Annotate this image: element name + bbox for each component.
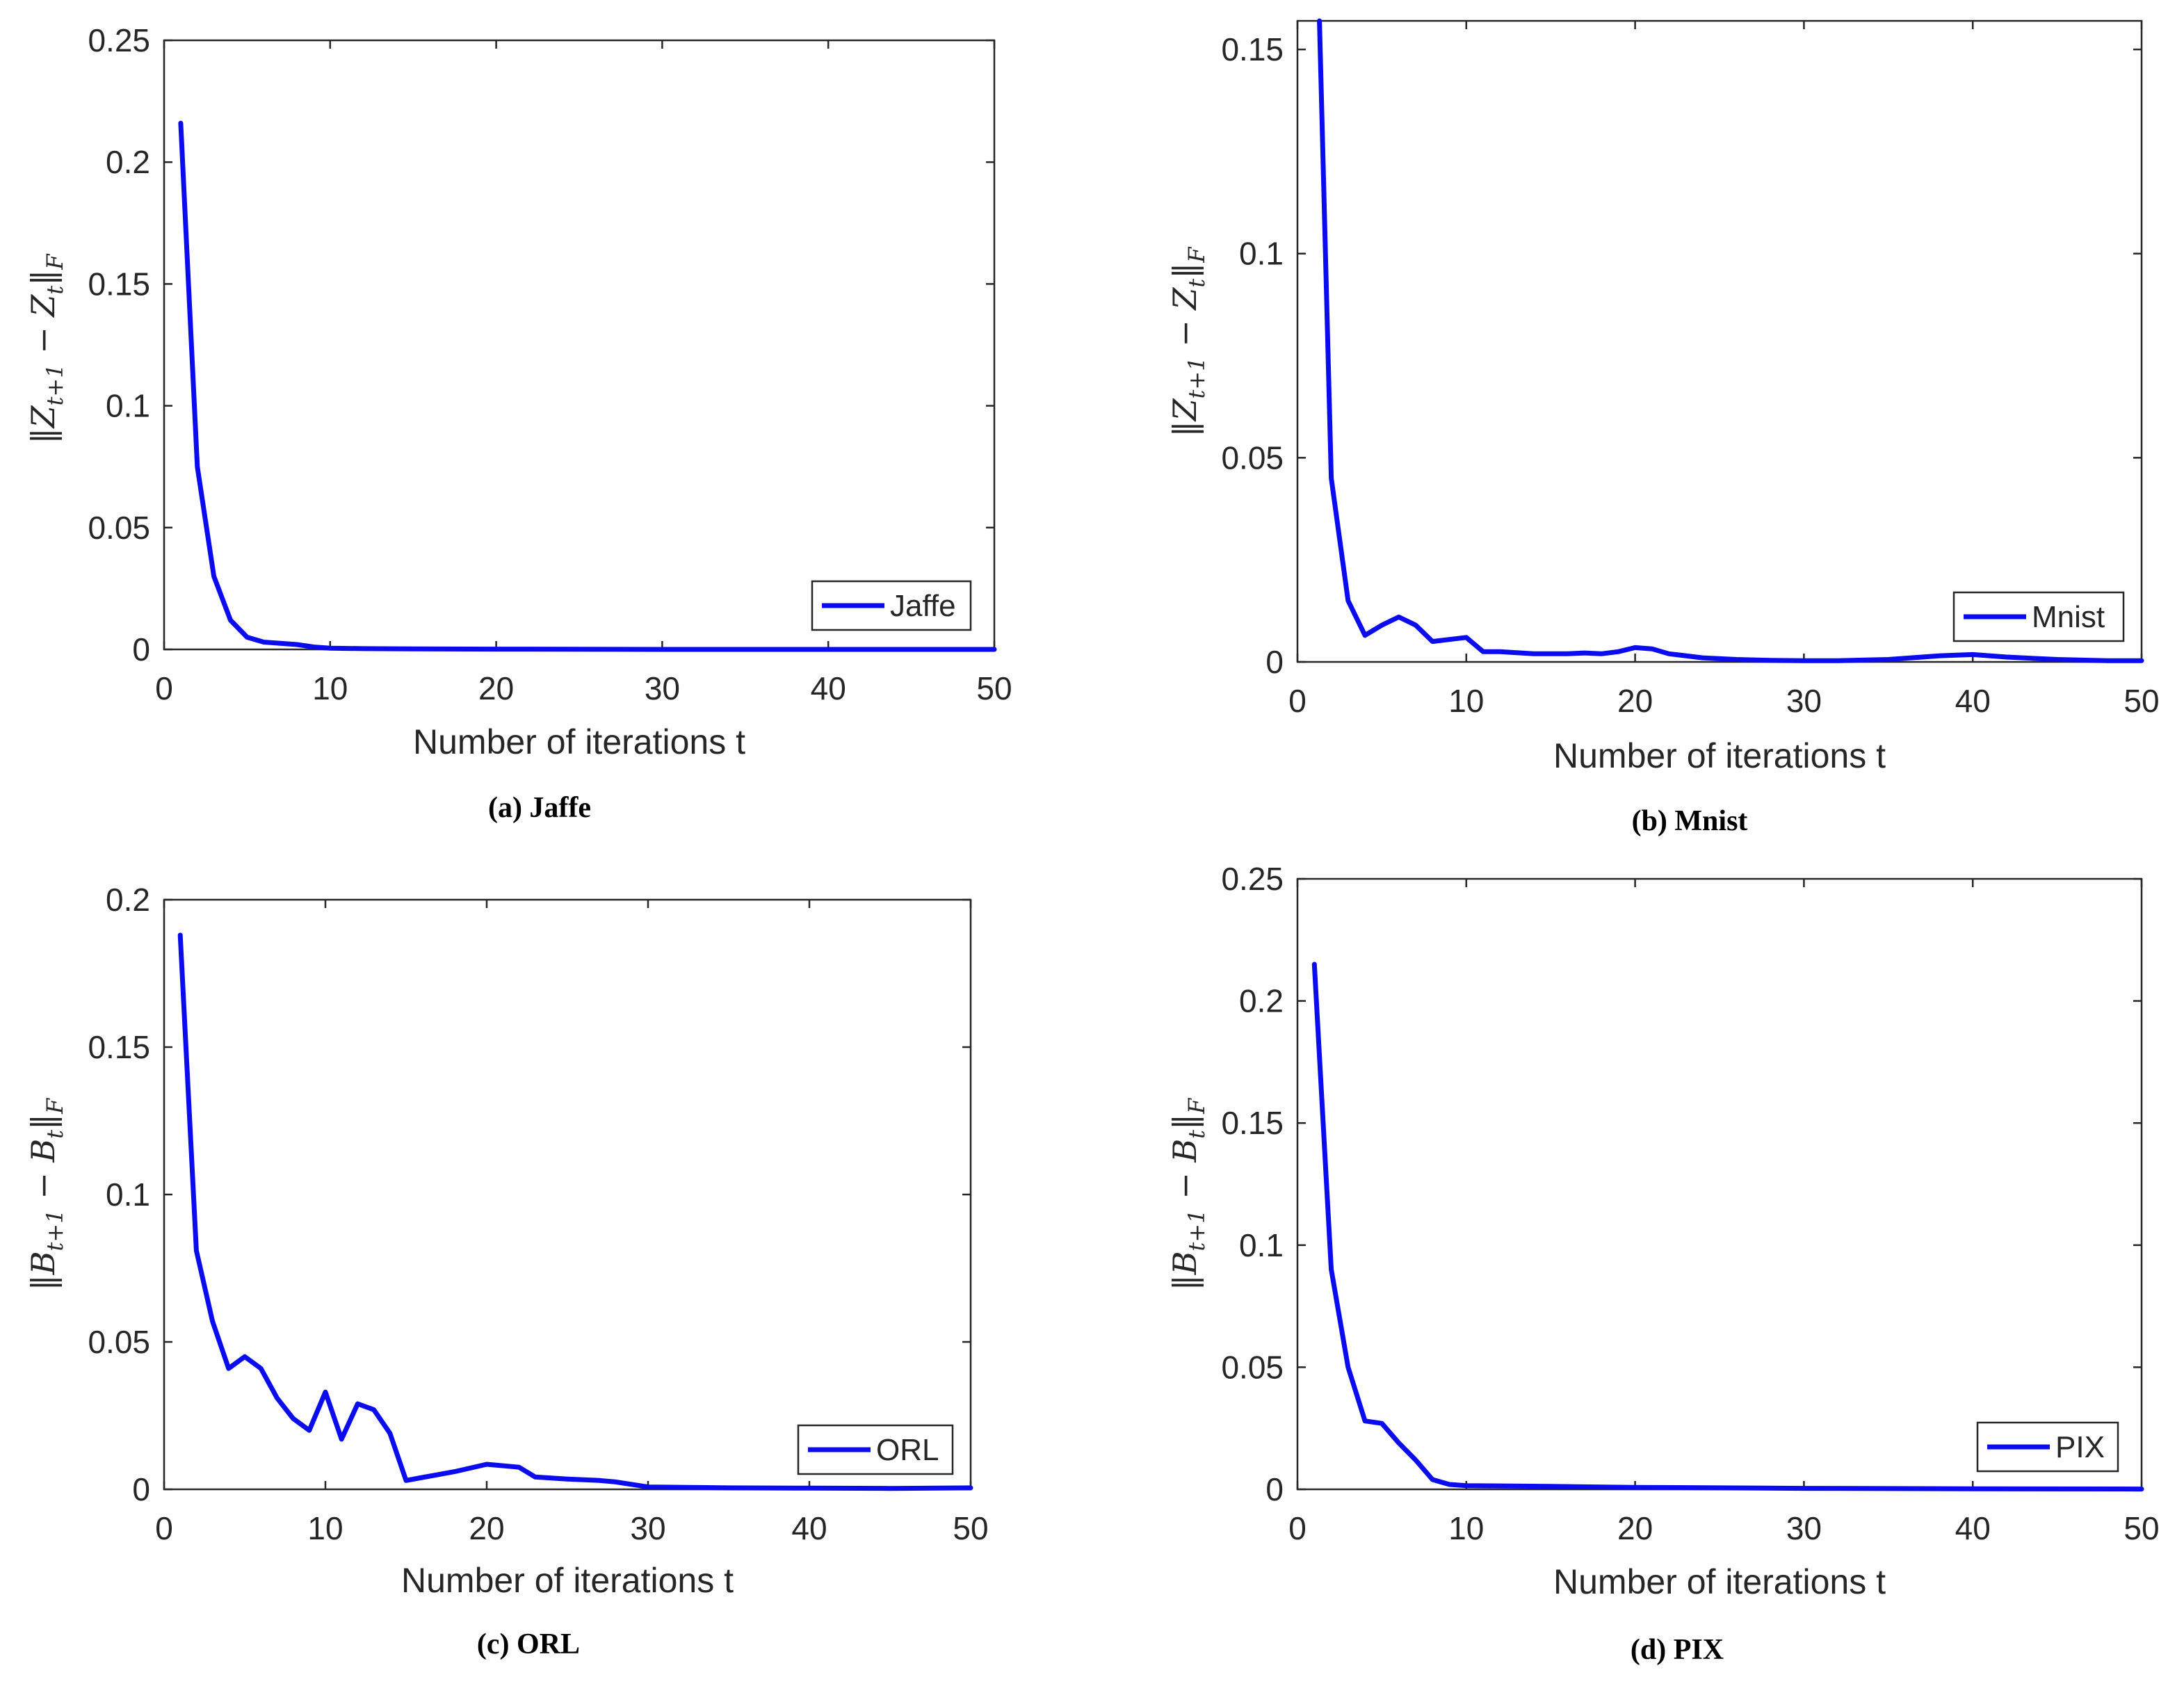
legend-label: Jaffe bbox=[890, 589, 956, 623]
x-axis-label: Number of iterations t bbox=[413, 722, 745, 761]
x-tick-label: 50 bbox=[2124, 683, 2159, 719]
x-tick-label: 30 bbox=[1786, 683, 1822, 719]
y-tick-label: 0.2 bbox=[106, 882, 150, 918]
x-tick-label: 40 bbox=[791, 1510, 827, 1546]
x-tick-label: 30 bbox=[1786, 1510, 1822, 1546]
legend-label: PIX bbox=[2055, 1430, 2105, 1464]
x-tick-label: 10 bbox=[1448, 1510, 1484, 1546]
x-tick-label: 0 bbox=[155, 1510, 173, 1546]
x-axis-label: Number of iterations t bbox=[401, 1561, 734, 1600]
x-tick-label: 10 bbox=[312, 670, 348, 706]
y-tick-label: 0 bbox=[132, 1471, 150, 1507]
x-tick-label: 20 bbox=[1617, 1510, 1653, 1546]
x-tick-label: 30 bbox=[645, 670, 680, 706]
x-tick-label: 30 bbox=[630, 1510, 665, 1546]
y-tick-label: 0.05 bbox=[88, 510, 150, 546]
x-tick-label: 40 bbox=[1955, 683, 1991, 719]
panel-mnist: ‖Zt+1 − Zt‖F (b) Mnist 0 10 20 30 40 50 0 0.05 0… bbox=[1166, 18, 2160, 837]
y-tick-label: 0.05 bbox=[1221, 1349, 1284, 1385]
x-tick-label: 10 bbox=[1448, 683, 1484, 719]
legend: PIX bbox=[1976, 1421, 2119, 1473]
panel-caption: (a) Jaffe bbox=[488, 792, 591, 824]
y-tick-label: 0.2 bbox=[1239, 983, 1284, 1019]
y-tick-label: 0.1 bbox=[106, 388, 150, 424]
y-tick-label: 0.05 bbox=[88, 1324, 150, 1360]
series-line-orl bbox=[177, 932, 973, 1491]
y-tick-label: 0.25 bbox=[1221, 861, 1284, 897]
x-tick-label: 20 bbox=[1617, 683, 1653, 719]
x-axis-label: Number of iterations t bbox=[1553, 736, 1886, 775]
plot-frame bbox=[1296, 19, 2143, 663]
x-tick-label: 50 bbox=[953, 1510, 988, 1546]
y-tick-label: 0.1 bbox=[1239, 1227, 1284, 1263]
x-tick-label: 50 bbox=[2124, 1510, 2159, 1546]
panel-jaffe: ‖Zt+1 − Zt‖F (a) Jaffe 0 10 20 30 40 50 0 0.05 0… bbox=[24, 22, 1012, 824]
series-line-mnist bbox=[1317, 18, 2144, 663]
y-axis-label: ‖Zt+1 − Zt‖F bbox=[1166, 246, 1210, 437]
legend: Jaffe bbox=[811, 580, 972, 631]
y-tick-label: 0 bbox=[1265, 644, 1284, 680]
x-tick-label: 0 bbox=[155, 670, 173, 706]
y-tick-label: 0.05 bbox=[1221, 439, 1284, 476]
panel-orl: ‖Bt+1 − Bt‖F (c) ORL 0 10 20 30 40 50 0 0.05 0.1… bbox=[24, 882, 989, 1660]
x-axis-label: Number of iterations t bbox=[1553, 1562, 1886, 1601]
y-axis-label: ‖Zt+1 − Zt‖F bbox=[24, 253, 68, 444]
x-tick-label: 40 bbox=[1955, 1510, 1991, 1546]
y-tick-label: 0.2 bbox=[106, 144, 150, 180]
legend: Mnist bbox=[1952, 591, 2125, 642]
legend-label: Mnist bbox=[2032, 600, 2105, 634]
x-tick-label: 50 bbox=[976, 670, 1012, 706]
panel-pix: ‖Bt+1 − Bt‖F (d) PIX 0 10 20 30 40 50 0 0.05 0.1… bbox=[1166, 861, 2160, 1666]
panel-caption: (b) Mnist bbox=[1632, 805, 1748, 837]
x-tick-label: 10 bbox=[307, 1510, 343, 1546]
y-tick-label: 0.15 bbox=[88, 1029, 150, 1065]
x-tick-label: 40 bbox=[811, 670, 846, 706]
legend: ORL bbox=[797, 1424, 954, 1475]
y-tick-label: 0.15 bbox=[1221, 1105, 1284, 1141]
y-tick-label: 0.1 bbox=[106, 1176, 150, 1213]
x-tick-label: 0 bbox=[1288, 1510, 1307, 1546]
y-tick-label: 0.15 bbox=[88, 266, 150, 302]
y-tick-label: 0.25 bbox=[88, 22, 150, 58]
series-line-jaffe bbox=[178, 120, 997, 652]
x-tick-label: 20 bbox=[478, 670, 514, 706]
panel-caption: (d) PIX bbox=[1631, 1634, 1724, 1666]
series-line-pix bbox=[1311, 962, 2144, 1492]
y-tick-label: 0.1 bbox=[1239, 236, 1284, 272]
legend-label: ORL bbox=[876, 1433, 939, 1467]
panel-caption: (c) ORL bbox=[477, 1628, 580, 1660]
y-tick-label: 0 bbox=[1265, 1471, 1284, 1507]
y-tick-label: 0 bbox=[132, 631, 150, 667]
x-tick-label: 0 bbox=[1288, 683, 1307, 719]
y-axis-label: ‖Bt+1 − Bt‖F bbox=[24, 1097, 68, 1290]
x-tick-label: 20 bbox=[469, 1510, 504, 1546]
y-tick-label: 0.15 bbox=[1221, 31, 1284, 67]
y-axis-label: ‖Bt+1 − Bt‖F bbox=[1166, 1097, 1210, 1290]
